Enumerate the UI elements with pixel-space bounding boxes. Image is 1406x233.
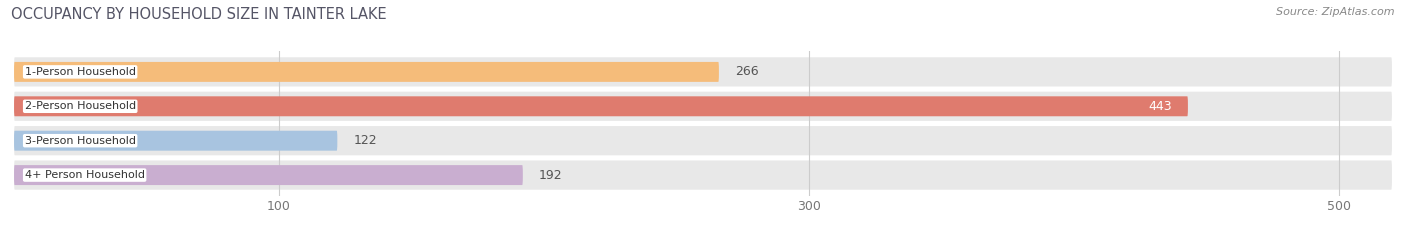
Text: 443: 443	[1149, 100, 1173, 113]
FancyBboxPatch shape	[14, 57, 1392, 86]
FancyBboxPatch shape	[14, 126, 1392, 155]
FancyBboxPatch shape	[14, 62, 718, 82]
Text: 3-Person Household: 3-Person Household	[25, 136, 135, 146]
Text: 1-Person Household: 1-Person Household	[25, 67, 135, 77]
Text: OCCUPANCY BY HOUSEHOLD SIZE IN TAINTER LAKE: OCCUPANCY BY HOUSEHOLD SIZE IN TAINTER L…	[11, 7, 387, 22]
FancyBboxPatch shape	[14, 161, 1392, 190]
Text: 192: 192	[538, 169, 562, 182]
Text: 266: 266	[735, 65, 758, 78]
Text: Source: ZipAtlas.com: Source: ZipAtlas.com	[1277, 7, 1395, 17]
Text: 122: 122	[353, 134, 377, 147]
Text: 2-Person Household: 2-Person Household	[25, 101, 136, 111]
FancyBboxPatch shape	[14, 92, 1392, 121]
FancyBboxPatch shape	[14, 96, 1188, 116]
Text: 4+ Person Household: 4+ Person Household	[25, 170, 145, 180]
FancyBboxPatch shape	[14, 131, 337, 151]
FancyBboxPatch shape	[14, 165, 523, 185]
